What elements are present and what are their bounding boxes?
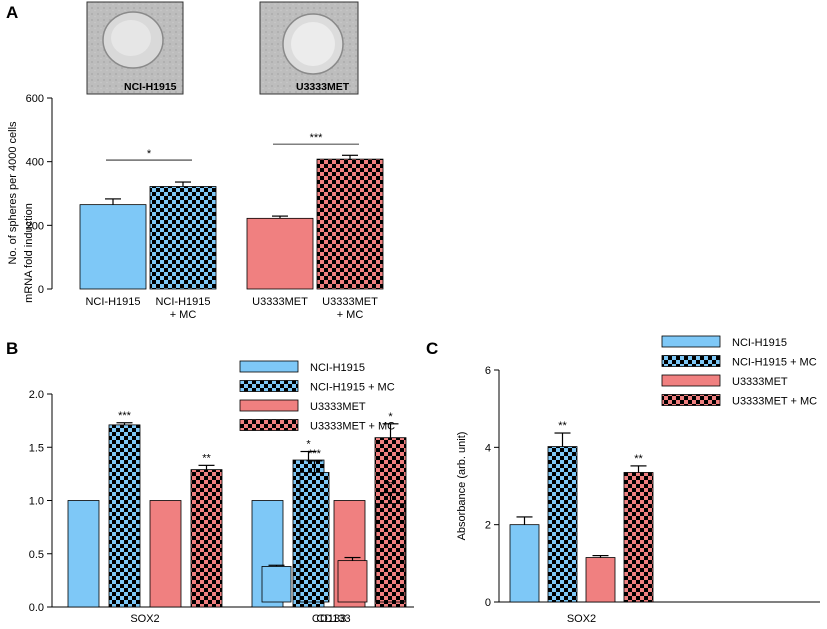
bar-a-0 (79, 204, 147, 290)
y-tick-label: 400 (26, 157, 44, 169)
legend-label: NCI-H1915 + MC (310, 382, 395, 394)
y-tick-label: 1.0 (29, 496, 44, 508)
panel-letter-a: A (6, 3, 18, 22)
bar-a-2 (246, 217, 314, 290)
bar-2-0-3 (623, 472, 654, 603)
significance-label-a: *** (310, 132, 324, 144)
y-tick-label: 4 (485, 442, 491, 454)
significance-label: * (306, 439, 311, 451)
legend-label: NCI-H1915 (732, 337, 787, 349)
significance-label: * (388, 411, 393, 423)
y-tick-label: 0 (485, 597, 491, 609)
bar-2-1-0 (261, 566, 292, 603)
category-label-a: NCI-H1915 (85, 296, 140, 308)
bar-2-0-1 (547, 446, 578, 603)
legend-swatch (239, 419, 299, 431)
significance-label: *** (308, 448, 322, 460)
group-label: SOX2 (567, 613, 596, 625)
group-label: CD133 (312, 613, 346, 625)
y-tick-label: 0 (38, 284, 44, 296)
significance-label: ** (634, 453, 643, 465)
legend-swatch (661, 374, 721, 387)
bar-2-1-3 (375, 502, 406, 603)
bar-a-1 (149, 186, 217, 290)
legend-swatch (661, 335, 721, 348)
y-tick-label: 2 (485, 520, 491, 532)
significance-label: ** (202, 452, 211, 464)
y-axis-title-2: Absorbance (arb. unit) (456, 432, 468, 541)
bar-1-0-2 (149, 500, 182, 608)
legend-label: U3333MET + MC (732, 396, 817, 408)
category-label-a: + MC (170, 309, 197, 321)
legend-swatch (239, 380, 299, 392)
category-label-a: + MC (337, 309, 364, 321)
category-label-a: U3333MET (252, 296, 308, 308)
legend-label: U3333MET + MC (310, 421, 395, 433)
legend-label: U3333MET (310, 401, 366, 413)
legend-swatch (661, 355, 721, 367)
panel-letter-b: B (6, 339, 18, 358)
y-tick-label: 2.0 (29, 389, 44, 401)
y-tick-label: 0.5 (29, 549, 44, 561)
y-tick-label: 1.5 (29, 442, 44, 454)
y-axis-title-a: No. of spheres per 4000 cells (7, 121, 19, 265)
bar-2-1-2 (337, 560, 368, 603)
bar-2-0-0 (509, 524, 540, 603)
micrograph-label-nci-h1915: NCI-H1915 (124, 81, 177, 93)
bar-2-0-2 (585, 557, 616, 603)
bar-a-3 (316, 158, 384, 290)
bar-1-0-0 (67, 500, 100, 608)
bar-1-0-1 (108, 424, 141, 608)
panel-letter-c: C (426, 339, 438, 358)
micrograph-label-u3333met: U3333MET (296, 81, 350, 93)
legend-swatch (661, 394, 721, 406)
legend-swatch (239, 399, 299, 412)
group-label: CD133 (316, 613, 350, 625)
y-axis-title-1: mRNA fold induction (23, 203, 35, 303)
y-tick-label: 200 (26, 220, 44, 232)
category-label-a: NCI-H1915 (155, 296, 210, 308)
y-tick-label: 600 (26, 93, 44, 105)
legend-label: U3333MET (732, 376, 788, 388)
chart-panel-a: 0 200 400 600 No. of spheres per 4000 cells N… (7, 93, 384, 321)
category-label-a: U3333MET (322, 296, 378, 308)
significance-label-a: * (147, 148, 152, 160)
group-label: SOX2 (130, 613, 159, 625)
legend-label: NCI-H1915 + MC (732, 357, 817, 369)
y-tick-label: 0.0 (29, 602, 44, 614)
legend-swatch (239, 360, 299, 373)
legend-label: NCI-H1915 (310, 362, 365, 374)
significance-label: ** (386, 480, 395, 492)
y-tick-label: 6 (485, 365, 491, 377)
micrograph-nci-h1915: NCI-H1915 (86, 1, 184, 95)
bar-2-1-1 (299, 472, 330, 603)
significance-label: ** (558, 420, 567, 432)
significance-label: *** (118, 410, 132, 422)
micrograph-u3333met: U3333MET (259, 1, 359, 95)
bar-1-0-3 (190, 469, 223, 608)
